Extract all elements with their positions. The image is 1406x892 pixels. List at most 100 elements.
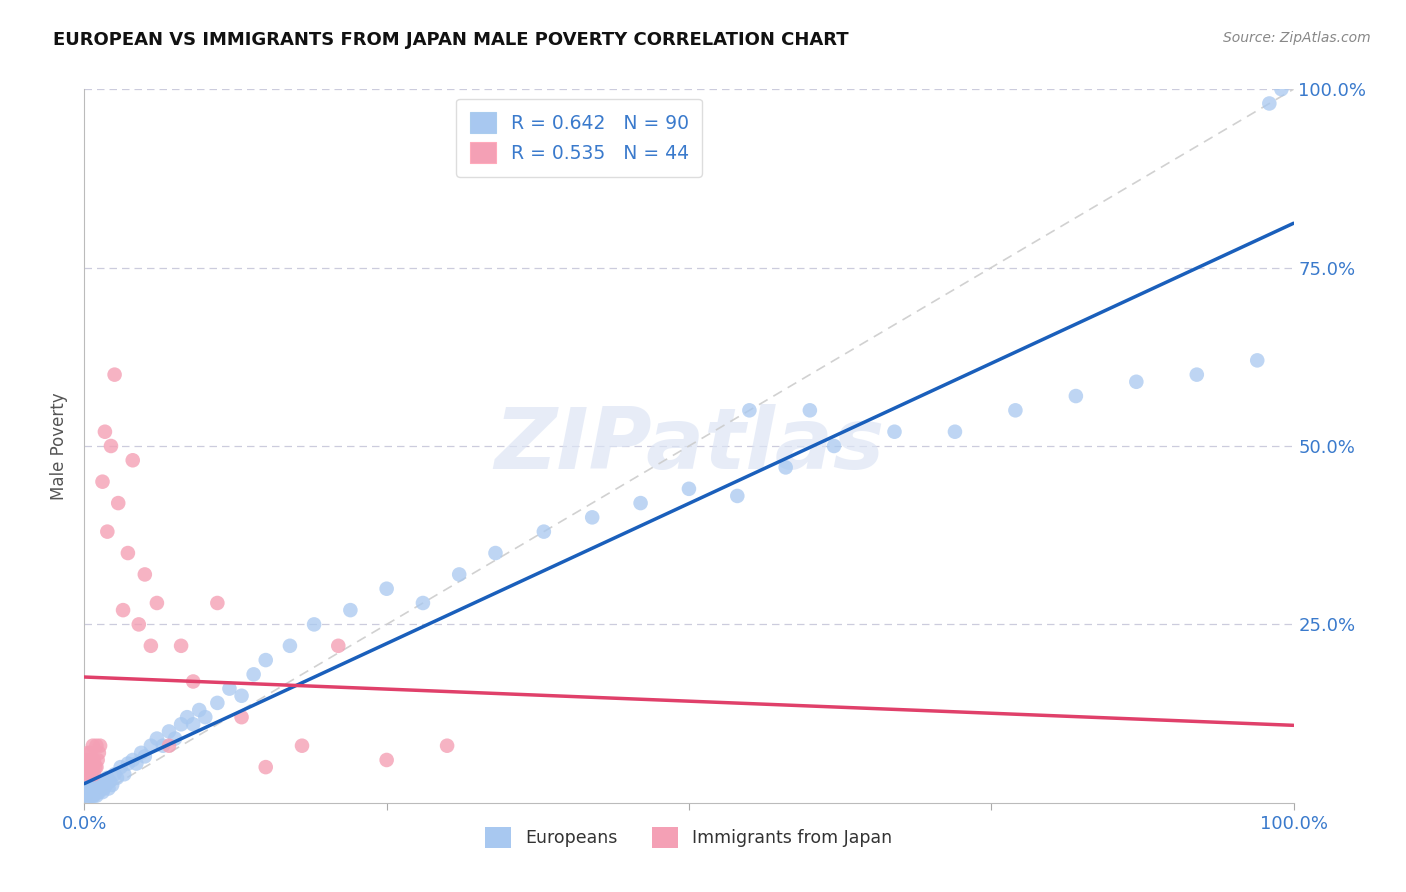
Text: EUROPEAN VS IMMIGRANTS FROM JAPAN MALE POVERTY CORRELATION CHART: EUROPEAN VS IMMIGRANTS FROM JAPAN MALE P… [53,31,849,49]
Point [104,368,127,382]
Point [100,439,122,453]
Point [170,639,193,653]
Point [207,696,229,710]
Point [77,760,100,774]
Point [128,617,150,632]
Point [775,460,797,475]
Point [134,749,156,764]
Point [943,425,966,439]
Point [823,439,845,453]
Point [82,760,104,774]
Point [375,753,398,767]
Point [484,546,506,560]
Point [77,785,100,799]
Point [77,778,100,792]
Point [339,603,361,617]
Point [1064,389,1087,403]
Point [139,639,162,653]
Point [242,667,264,681]
Point [83,789,105,803]
Point [152,739,174,753]
Point [254,653,277,667]
Point [89,781,111,796]
Point [110,760,132,774]
Point [86,760,108,774]
Point [157,739,180,753]
Point [80,753,103,767]
Point [77,753,100,767]
Point [96,771,118,785]
Point [533,524,555,539]
Point [83,785,105,799]
Point [76,760,98,774]
Point [87,746,110,760]
Point [302,617,325,632]
Point [86,739,108,753]
Point [79,760,101,774]
Point [1125,375,1147,389]
Point [194,710,217,724]
Point [231,689,253,703]
Point [278,639,301,653]
Point [79,789,101,803]
Point [581,510,603,524]
Point [79,781,101,796]
Point [181,717,204,731]
Point [94,774,117,789]
Point [188,703,211,717]
Point [101,778,124,792]
Point [77,781,100,796]
Point [1270,82,1292,96]
Point [105,771,128,785]
Point [80,778,103,792]
Point [86,778,108,792]
Point [91,778,114,792]
Point [121,753,143,767]
Point [176,710,198,724]
Text: ZIPatlas: ZIPatlas [494,404,884,488]
Point [139,739,162,753]
Point [77,746,100,760]
Point [76,785,98,799]
Point [79,746,101,760]
Point [170,717,193,731]
Point [207,596,229,610]
Point [91,475,114,489]
Point [375,582,398,596]
Point [83,767,105,781]
Point [76,753,98,767]
Point [77,767,100,781]
Point [449,567,471,582]
Point [97,781,120,796]
Point [96,524,118,539]
Point [1004,403,1026,417]
Point [93,781,115,796]
Point [165,731,187,746]
Point [146,596,169,610]
Point [678,482,700,496]
Point [75,789,97,803]
Y-axis label: Male Poverty: Male Poverty [49,392,67,500]
Point [91,785,114,799]
Point [291,739,314,753]
Point [77,789,100,803]
Point [725,489,748,503]
Point [82,789,104,803]
Point [98,774,121,789]
Point [112,603,135,617]
Point [80,767,103,781]
Point [107,496,129,510]
Point [84,760,107,774]
Point [157,724,180,739]
Point [82,739,104,753]
Point [76,781,98,796]
Point [94,425,117,439]
Point [86,753,108,767]
Point [84,785,107,799]
Point [181,674,204,689]
Point [117,546,139,560]
Point [77,785,100,799]
Point [87,778,110,792]
Point [104,767,127,781]
Point [738,403,761,417]
